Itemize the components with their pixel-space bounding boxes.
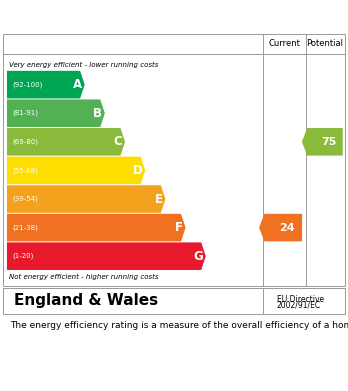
Polygon shape	[7, 71, 85, 99]
Polygon shape	[7, 242, 206, 270]
Text: B: B	[93, 107, 102, 120]
Text: EU Directive: EU Directive	[277, 295, 324, 304]
Text: Energy Efficiency Rating: Energy Efficiency Rating	[10, 9, 220, 24]
Text: G: G	[193, 250, 203, 263]
Text: E: E	[155, 192, 163, 206]
Polygon shape	[7, 214, 185, 241]
Polygon shape	[7, 128, 125, 156]
Text: England & Wales: England & Wales	[14, 294, 158, 308]
Polygon shape	[7, 157, 145, 184]
Text: C: C	[113, 135, 122, 148]
Text: Very energy efficient - lower running costs: Very energy efficient - lower running co…	[9, 62, 158, 68]
Text: 75: 75	[321, 137, 336, 147]
Text: F: F	[175, 221, 183, 234]
Text: Not energy efficient - higher running costs: Not energy efficient - higher running co…	[9, 274, 158, 280]
Polygon shape	[302, 128, 343, 156]
Text: (1-20): (1-20)	[12, 253, 33, 260]
Text: 24: 24	[279, 222, 294, 233]
Text: (39-54): (39-54)	[12, 196, 38, 202]
Text: (92-100): (92-100)	[12, 81, 42, 88]
Text: The energy efficiency rating is a measure of the overall efficiency of a home. T: The energy efficiency rating is a measur…	[10, 321, 348, 330]
Text: A: A	[73, 78, 82, 91]
Polygon shape	[7, 185, 165, 213]
Text: Current: Current	[268, 39, 300, 48]
Polygon shape	[7, 99, 105, 127]
Polygon shape	[259, 214, 302, 241]
Text: Potential: Potential	[307, 39, 343, 48]
Text: (69-80): (69-80)	[12, 138, 38, 145]
Text: (21-38): (21-38)	[12, 224, 38, 231]
Text: D: D	[133, 164, 142, 177]
Text: (81-91): (81-91)	[12, 110, 38, 117]
Text: 2002/91/EC: 2002/91/EC	[277, 301, 321, 310]
Text: (55-68): (55-68)	[12, 167, 38, 174]
